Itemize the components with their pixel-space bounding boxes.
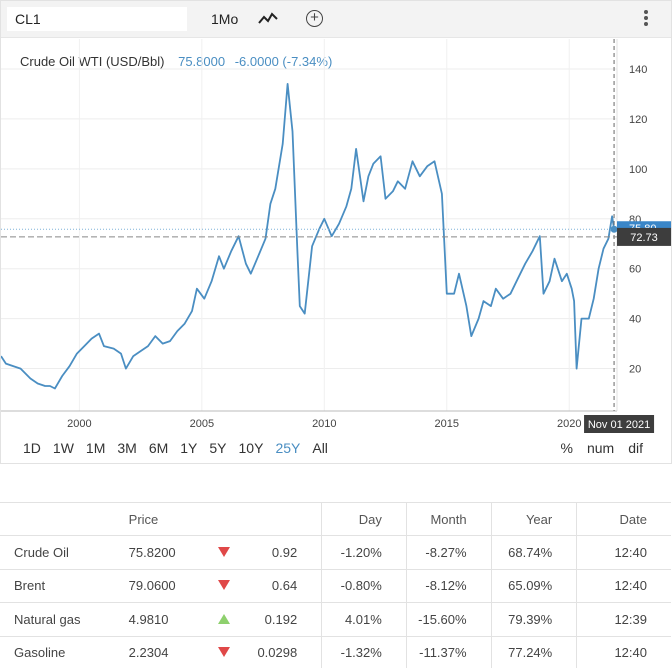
price-cell: 4.9810	[128, 602, 218, 637]
series-line-crude-oil	[1, 83, 615, 390]
x-tick-label: 2020	[557, 418, 581, 430]
plus-circle-icon[interactable]: +	[306, 10, 323, 27]
mode-button[interactable]: num	[586, 440, 615, 456]
table-row[interactable]: Gasoline 2.2304 0.0298 -1.32% -11.37% 77.24% 1…	[0, 636, 671, 668]
chart-widget: 1Mo + Crude Oil WTI (USD/Bbl) 75.8000 -6…	[0, 0, 672, 464]
range-button-3m[interactable]: 3M	[117, 440, 137, 456]
symbol-input[interactable]	[7, 7, 187, 31]
instrument-name: Gasoline	[0, 636, 129, 668]
day-cell: -1.20%	[321, 535, 407, 570]
x-tick-label: 2000	[67, 418, 91, 430]
col-header-name	[0, 502, 129, 536]
crosshair-x-label: Nov 01 2021	[588, 419, 650, 431]
x-tick-label: 2005	[190, 418, 214, 430]
col-header-arrow	[217, 502, 258, 536]
interval-selector[interactable]: 1Mo	[211, 11, 239, 27]
date-cell: 12:39	[576, 602, 671, 637]
day-cell: 4.01%	[321, 602, 407, 637]
range-selector: 1D 1W 1M 3M 6M 1Y 5Y 10Y 25Y All	[23, 440, 340, 456]
down-arrow-icon	[217, 569, 258, 603]
down-arrow-icon	[217, 535, 258, 570]
year-cell: 79.39%	[490, 602, 577, 637]
down-arrow-icon	[217, 546, 230, 557]
y-tick-label: 60	[629, 264, 641, 276]
col-header-price: Price	[128, 502, 218, 536]
price-cell: 75.8200	[128, 535, 218, 570]
date-cell: 12:40	[576, 569, 671, 603]
y-tick-label: 140	[629, 64, 647, 76]
mode-button[interactable]: dif	[628, 440, 643, 456]
mode-button[interactable]: %	[560, 440, 573, 456]
down-arrow-icon	[217, 647, 230, 658]
x-tick-label: 2015	[435, 418, 459, 430]
x-tick-label: 2010	[312, 418, 336, 430]
range-button-10y[interactable]: 10Y	[238, 440, 264, 456]
range-button-6m[interactable]: 6M	[148, 440, 169, 456]
legend-series-name: Crude Oil WTI (USD/Bbl)	[20, 54, 165, 69]
range-button-25y[interactable]: 25Y	[275, 440, 301, 456]
table-row[interactable]: Crude Oil 75.8200 0.92 -1.20% -8.27% 68.74% 12…	[0, 535, 671, 570]
month-cell: -8.27%	[405, 535, 492, 570]
quotes-table: Price Day Month Year Date Crude Oil 75.82…	[0, 502, 671, 668]
col-header-month: Month	[405, 502, 492, 536]
month-cell: -15.60%	[405, 602, 492, 637]
day-cell: -0.80%	[321, 569, 407, 603]
date-cell: 12:40	[576, 535, 671, 570]
crosshair-y-label-bg	[617, 227, 671, 246]
date-cell: 12:40	[576, 636, 671, 668]
y-tick-label: 100	[629, 164, 647, 176]
up-arrow-icon	[217, 613, 230, 624]
instrument-name: Crude Oil	[0, 535, 129, 570]
legend-change: -6.0000 (-7.34%)	[234, 54, 333, 69]
range-button-1w[interactable]: 1W	[52, 440, 74, 456]
price-cell: 79.0600	[128, 569, 218, 603]
crosshair-y-label: 72.73	[630, 232, 658, 244]
change-cell: 0.0298	[257, 636, 322, 668]
range-button-1y[interactable]: 1Y	[180, 440, 198, 456]
down-arrow-icon	[217, 580, 230, 591]
range-button-1m[interactable]: 1M	[85, 440, 106, 456]
price-cell: 2.2304	[128, 636, 218, 668]
year-cell: 68.74%	[490, 535, 577, 570]
col-header-year: Year	[490, 502, 577, 536]
chart-toolbar: 1Mo +	[1, 1, 671, 38]
range-button-all[interactable]: All	[312, 440, 328, 456]
change-cell: 0.192	[257, 602, 322, 637]
up-arrow-icon	[217, 602, 258, 637]
line-chart-icon[interactable]	[257, 10, 279, 33]
y-tick-label: 40	[629, 314, 641, 326]
col-header-change	[257, 502, 322, 536]
month-cell: -11.37%	[405, 636, 492, 668]
change-cell: 0.64	[257, 569, 322, 603]
month-cell: -8.12%	[405, 569, 492, 603]
down-arrow-icon	[217, 636, 258, 668]
instrument-name: Brent	[0, 569, 129, 603]
instrument-name: Natural gas	[0, 602, 129, 637]
y-tick-label: 120	[629, 114, 647, 126]
col-header-day: Day	[321, 502, 407, 536]
table-row[interactable]: Natural gas 4.9810 0.192 4.01% -15.60% 79.39%…	[0, 602, 671, 637]
mode-selector: % num dif	[547, 440, 643, 456]
range-button-5y[interactable]: 5Y	[209, 440, 227, 456]
col-header-date: Date	[576, 502, 671, 536]
y-tick-label: 20	[629, 364, 641, 376]
crosshair-x-label-bg	[584, 415, 655, 433]
vertical-dots-icon[interactable]	[641, 9, 651, 29]
chart-legend: Crude Oil WTI (USD/Bbl) 75.8000 -6.0000 …	[20, 54, 332, 69]
year-cell: 77.24%	[490, 636, 577, 668]
range-button-1d[interactable]: 1D	[23, 440, 41, 456]
table-header-row: Price Day Month Year Date	[0, 502, 671, 536]
table-row[interactable]: Brent 79.0600 0.64 -0.80% -8.12% 65.09% 12:40	[0, 569, 671, 603]
change-cell: 0.92	[257, 535, 322, 570]
crosshair-point	[610, 225, 618, 233]
year-cell: 65.09%	[490, 569, 577, 603]
day-cell: -1.32%	[321, 636, 407, 668]
